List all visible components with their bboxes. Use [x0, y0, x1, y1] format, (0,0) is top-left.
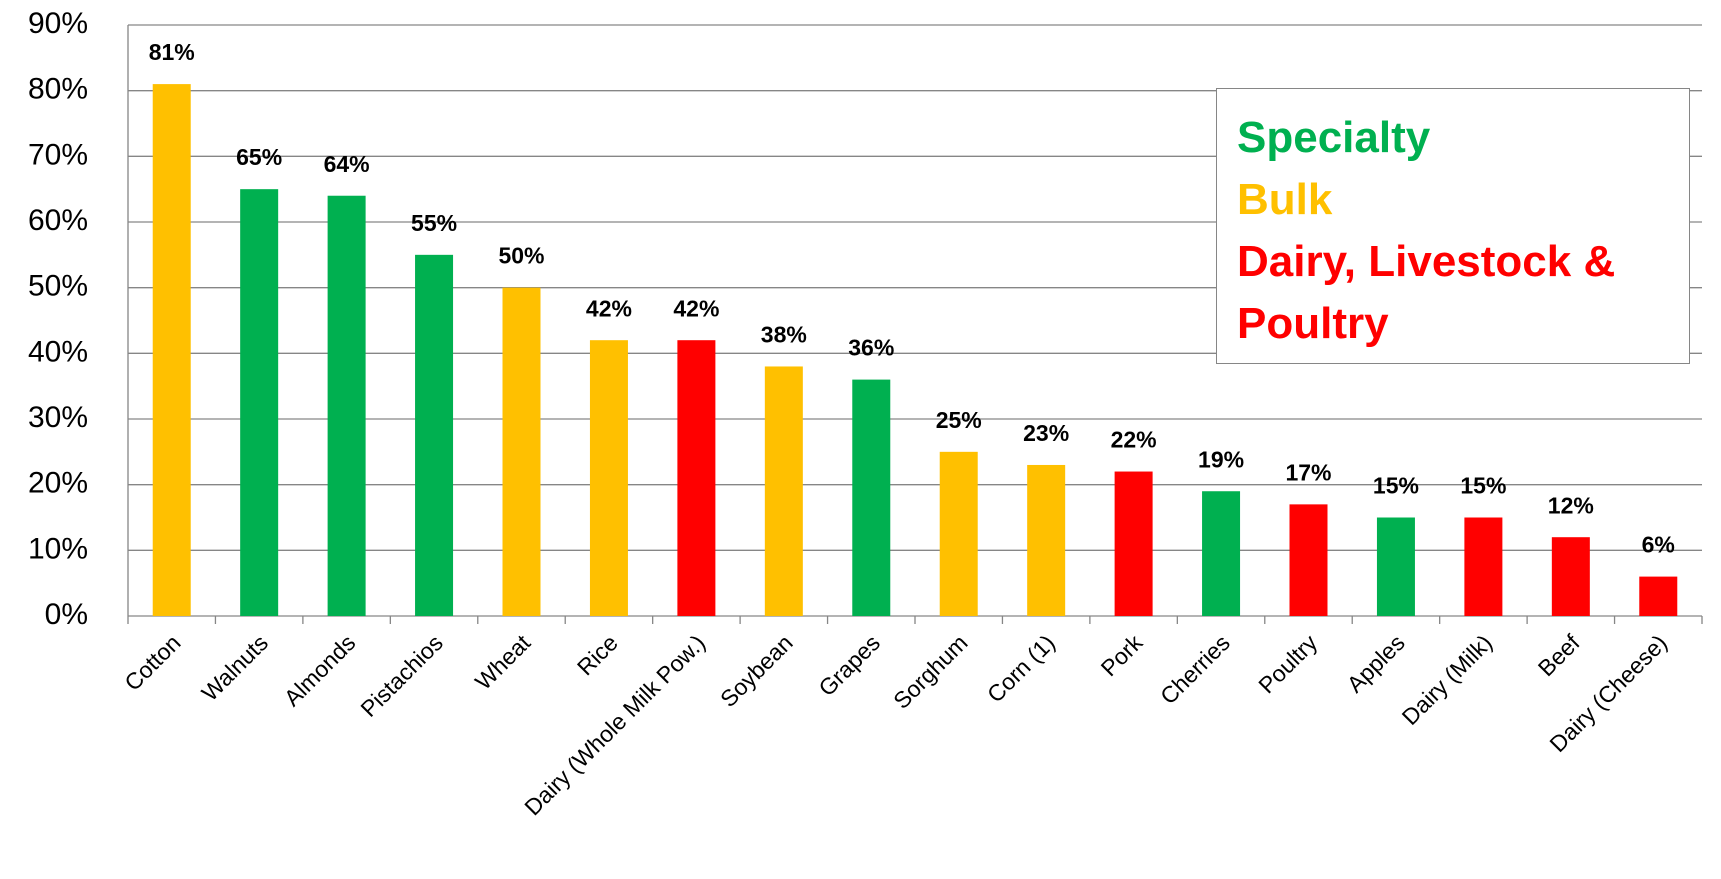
bar — [677, 340, 716, 616]
value-label: 42% — [586, 295, 632, 321]
bar — [415, 254, 454, 617]
legend-entry: Bulk — [1237, 175, 1333, 224]
x-tick-label: Soybean — [715, 629, 798, 712]
value-label: 19% — [1198, 446, 1244, 472]
bar — [502, 287, 541, 616]
bar — [1202, 491, 1241, 616]
value-label: 50% — [498, 243, 544, 269]
x-tick-label: Cherries — [1155, 629, 1235, 709]
x-tick-label: Pork — [1096, 629, 1148, 681]
bar — [764, 366, 803, 616]
value-label: 22% — [1111, 427, 1157, 453]
value-label: 17% — [1285, 459, 1331, 485]
bar — [1464, 517, 1503, 616]
x-tick-label: Sorghum — [888, 629, 972, 713]
x-tick-label: Wheat — [470, 629, 536, 695]
bar — [852, 379, 891, 616]
y-tick-label: 80% — [28, 73, 88, 106]
x-tick-label: Corn (1) — [982, 629, 1060, 707]
value-label: 6% — [1642, 532, 1675, 558]
x-tick-label: Beef — [1533, 629, 1585, 681]
y-tick-label: 30% — [28, 401, 88, 434]
legend: Specialty Bulk Dairy, Livestock & Poultry — [1216, 88, 1690, 364]
bar — [1551, 537, 1590, 616]
value-label: 25% — [936, 407, 982, 433]
y-tick-label: 90% — [28, 7, 88, 40]
value-label: 65% — [236, 144, 282, 170]
x-tick-label: Cotton — [119, 629, 185, 695]
bar — [1289, 504, 1328, 616]
value-label: 42% — [673, 295, 719, 321]
value-label: 38% — [761, 322, 807, 348]
x-tick-label: Walnuts — [196, 629, 273, 706]
y-tick-label: 20% — [28, 467, 88, 500]
x-tick-label: Almonds — [279, 629, 361, 711]
x-tick-label: Poultry — [1253, 629, 1322, 698]
bar — [1639, 576, 1678, 616]
bar — [1114, 471, 1153, 616]
y-tick-label: 0% — [45, 598, 88, 631]
x-tick-label: Grapes — [813, 629, 885, 701]
bar — [152, 84, 191, 617]
value-label: 81% — [149, 39, 195, 65]
value-label: 15% — [1460, 473, 1506, 499]
x-tick-label: Pistachios — [355, 629, 448, 722]
x-tick-label: Dairy (Milk) — [1397, 629, 1498, 730]
y-tick-label: 70% — [28, 138, 88, 171]
value-label: 23% — [1023, 420, 1069, 446]
bar — [240, 189, 279, 616]
bar — [1376, 517, 1415, 616]
value-label: 55% — [411, 210, 457, 236]
value-label: 64% — [324, 151, 370, 177]
legend-entry: Dairy, Livestock & Poultry — [1237, 237, 1616, 348]
bar — [939, 451, 978, 616]
value-label: 12% — [1548, 492, 1594, 518]
bar — [327, 195, 366, 616]
y-tick-label: 40% — [28, 335, 88, 368]
value-label: 15% — [1373, 473, 1419, 499]
x-tick-label: Apples — [1342, 629, 1410, 697]
value-label: 36% — [848, 335, 894, 361]
y-tick-label: 50% — [28, 270, 88, 303]
x-tick-label: Rice — [572, 629, 623, 680]
y-tick-label: 60% — [28, 204, 88, 237]
legend-entry: Specialty — [1237, 113, 1431, 162]
bar — [589, 340, 628, 616]
x-tick-label: Dairy (Whole Milk Pow.) — [519, 629, 710, 820]
y-tick-label: 10% — [28, 532, 88, 565]
bar — [1027, 464, 1066, 616]
